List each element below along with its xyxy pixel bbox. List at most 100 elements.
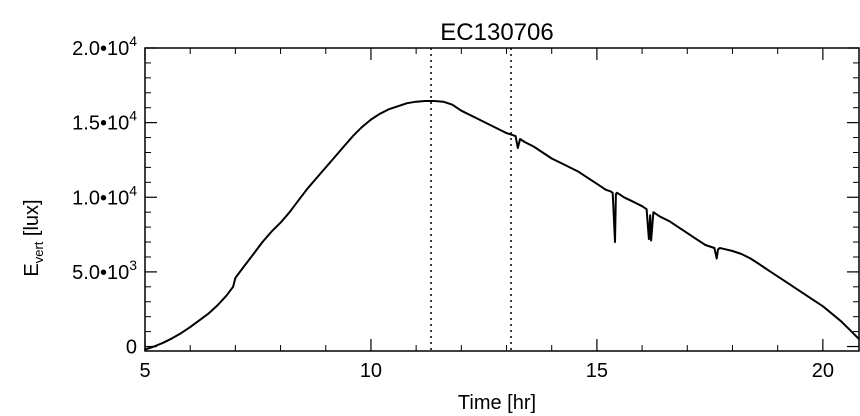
data-point [822, 305, 824, 308]
data-point [379, 112, 381, 115]
data-point [858, 338, 860, 340]
x-tick-label: 15 [586, 360, 608, 382]
x-tick-label: 20 [812, 360, 834, 382]
data-point [840, 320, 842, 322]
data-point [207, 312, 210, 315]
data-point [740, 253, 743, 255]
data-point [686, 232, 689, 234]
data-point [578, 171, 580, 173]
data-point [297, 199, 300, 202]
y-tick-label: 1.5•104 [72, 108, 137, 135]
x-tick-label: 5 [139, 360, 150, 382]
data-point [171, 337, 173, 340]
marker-lines [430, 48, 512, 351]
data-point [611, 191, 614, 194]
x-axis-label: Time [hr] [458, 392, 536, 414]
data-point [370, 118, 372, 121]
plot-frame [144, 47, 860, 352]
data-point [722, 247, 725, 250]
y-axis-label: Evert [lux] [21, 199, 46, 276]
data-point [849, 329, 851, 331]
data-point [794, 287, 797, 290]
data-point [361, 126, 363, 128]
data-point [279, 221, 282, 224]
data-point [719, 247, 721, 249]
data-point [541, 151, 544, 154]
data-point [517, 147, 519, 149]
data-point [333, 156, 336, 158]
series-layer [144, 100, 860, 351]
y-tick-label: 5.0•103 [72, 257, 137, 284]
data-point [715, 257, 718, 260]
data-point [469, 114, 472, 116]
data-point [397, 105, 399, 108]
data-point [767, 269, 770, 272]
data-point [668, 220, 671, 222]
data-point [406, 102, 408, 105]
data-point [615, 193, 617, 196]
data-point [460, 109, 463, 112]
chart-title: EC130706 [440, 19, 553, 46]
data-point [532, 145, 535, 148]
data-point [568, 166, 571, 169]
data-point [415, 100, 417, 103]
data-point [713, 247, 716, 249]
data-point [232, 286, 234, 288]
data-point [252, 253, 255, 255]
data-point [514, 135, 517, 137]
y-tick-label: 0 [126, 337, 137, 359]
data-point [324, 166, 327, 169]
data-point [270, 230, 273, 233]
data-point [749, 257, 752, 260]
data-point [614, 241, 616, 243]
data-point [596, 183, 598, 185]
y-axis-label-subscript: vert [31, 241, 46, 263]
y-tick-mantissa: 1.0•10 [72, 187, 129, 209]
data-point [615, 191, 618, 194]
data-point [505, 132, 508, 134]
data-point [641, 205, 643, 208]
y-tick-exponent: 4 [129, 182, 137, 198]
data-point [704, 244, 707, 246]
data-point [352, 135, 354, 137]
data-point [648, 238, 650, 240]
y-axis-label-main: E [21, 263, 43, 276]
x-tick-label: 10 [360, 360, 382, 382]
y-tick-mantissa: 5.0•10 [72, 262, 129, 284]
data-point [717, 248, 719, 251]
data-point [261, 241, 264, 243]
svg-text:Evert [lux]: Evert [lux] [21, 199, 46, 276]
data-point [645, 208, 648, 211]
data-point [559, 162, 562, 164]
data-point [618, 193, 621, 196]
data-point [758, 263, 761, 266]
data-point [587, 177, 589, 179]
data-point [225, 294, 228, 297]
data-point [343, 145, 345, 148]
data-point [652, 211, 655, 213]
y-tick-label: 1.0•104 [72, 182, 137, 209]
y-tick-exponent: 4 [129, 33, 137, 49]
y-tick-mantissa: 0 [126, 337, 137, 359]
data-point [306, 187, 309, 190]
data-point [831, 312, 833, 315]
data-point [695, 238, 698, 240]
data-point [803, 293, 806, 296]
data-point [649, 214, 652, 216]
data-point [550, 157, 553, 160]
plot-border [144, 47, 860, 352]
y-tick-label: 2.0•104 [72, 33, 137, 60]
data-point [180, 332, 182, 334]
data-point [433, 100, 436, 102]
series-line [144, 100, 860, 351]
data-point [813, 299, 815, 302]
x-axis: 5 10 15 20 [139, 48, 834, 382]
data-point [650, 239, 652, 242]
data-point [496, 127, 499, 130]
data-point [288, 211, 291, 213]
data-point [162, 341, 164, 344]
data-point [776, 275, 779, 278]
data-point [659, 215, 661, 218]
data-point [487, 123, 490, 125]
